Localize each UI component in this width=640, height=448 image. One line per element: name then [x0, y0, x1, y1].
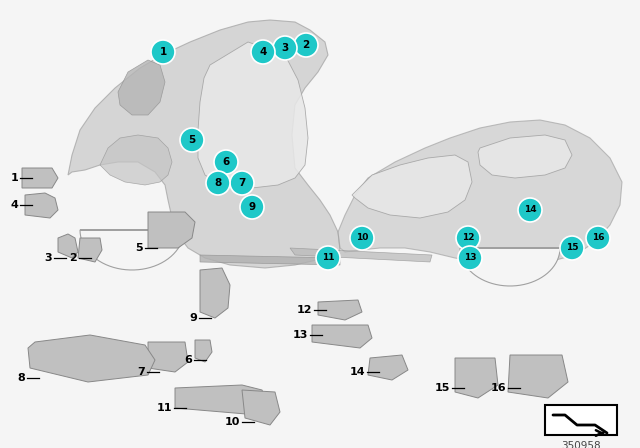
Text: 5: 5	[188, 135, 196, 145]
Circle shape	[151, 40, 175, 64]
Polygon shape	[508, 355, 568, 398]
Text: 1: 1	[10, 173, 18, 183]
Polygon shape	[200, 255, 340, 265]
Text: 12: 12	[296, 305, 312, 315]
Polygon shape	[338, 120, 622, 265]
Circle shape	[240, 195, 264, 219]
Text: 9: 9	[189, 313, 197, 323]
Text: 14: 14	[524, 206, 536, 215]
Text: 7: 7	[238, 178, 246, 188]
Circle shape	[586, 226, 610, 250]
Text: 2: 2	[302, 40, 310, 50]
Polygon shape	[58, 234, 78, 258]
Text: 14: 14	[349, 367, 365, 377]
Text: 13: 13	[464, 254, 476, 263]
Text: 9: 9	[248, 202, 255, 212]
Circle shape	[458, 246, 482, 270]
Circle shape	[456, 226, 480, 250]
Polygon shape	[22, 168, 58, 188]
Polygon shape	[28, 335, 155, 382]
Circle shape	[230, 171, 254, 195]
Polygon shape	[200, 268, 230, 318]
Polygon shape	[118, 60, 165, 115]
Bar	[545, 405, 617, 435]
Polygon shape	[318, 300, 362, 320]
Polygon shape	[290, 248, 432, 262]
Circle shape	[206, 171, 230, 195]
Text: 15: 15	[435, 383, 450, 393]
Text: 12: 12	[461, 233, 474, 242]
Polygon shape	[25, 193, 58, 218]
Circle shape	[350, 226, 374, 250]
Text: 350958: 350958	[561, 441, 601, 448]
Polygon shape	[148, 212, 195, 248]
Polygon shape	[455, 358, 498, 398]
Circle shape	[214, 150, 238, 174]
Polygon shape	[198, 42, 308, 188]
Polygon shape	[100, 135, 172, 185]
Text: 2: 2	[69, 253, 77, 263]
Text: 10: 10	[225, 417, 240, 427]
Circle shape	[273, 36, 297, 60]
Text: 4: 4	[10, 200, 18, 210]
Text: 16: 16	[490, 383, 506, 393]
Text: 15: 15	[566, 244, 579, 253]
Text: 1: 1	[159, 47, 166, 57]
Polygon shape	[80, 230, 184, 270]
Circle shape	[251, 40, 275, 64]
Polygon shape	[175, 385, 268, 415]
Text: 7: 7	[137, 367, 145, 377]
Polygon shape	[312, 325, 372, 348]
Polygon shape	[478, 135, 572, 178]
Text: 5: 5	[136, 243, 143, 253]
Text: 16: 16	[592, 233, 604, 242]
Text: 13: 13	[292, 330, 308, 340]
Polygon shape	[78, 238, 102, 262]
Circle shape	[518, 198, 542, 222]
Text: 10: 10	[356, 233, 368, 242]
Circle shape	[294, 33, 318, 57]
Text: 3: 3	[44, 253, 52, 263]
Text: 4: 4	[259, 47, 267, 57]
Text: 11: 11	[157, 403, 172, 413]
Text: 11: 11	[322, 254, 334, 263]
Polygon shape	[68, 20, 340, 268]
Circle shape	[560, 236, 584, 260]
Polygon shape	[242, 390, 280, 425]
Polygon shape	[352, 155, 472, 218]
Circle shape	[316, 246, 340, 270]
Text: 8: 8	[17, 373, 25, 383]
Text: 8: 8	[214, 178, 221, 188]
Text: 6: 6	[184, 355, 192, 365]
Polygon shape	[195, 340, 212, 362]
Text: 6: 6	[222, 157, 230, 167]
Polygon shape	[368, 355, 408, 380]
Text: 3: 3	[282, 43, 289, 53]
Circle shape	[180, 128, 204, 152]
Polygon shape	[460, 248, 560, 286]
Polygon shape	[148, 342, 188, 372]
